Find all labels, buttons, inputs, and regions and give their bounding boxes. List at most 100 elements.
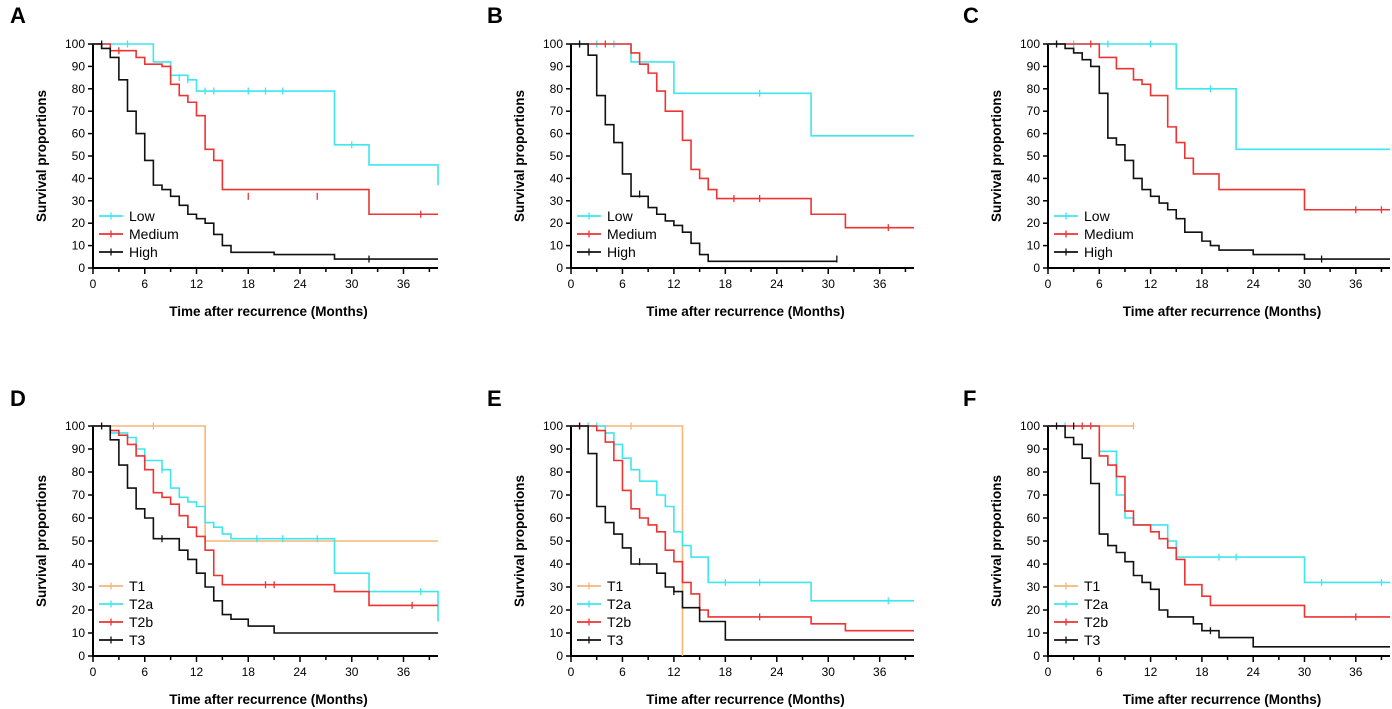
panel-e: E 0 10 20 30 40 50 60 70 80 90 100 0 6 12 18 24 30 36 Time … [487, 386, 914, 707]
y-tick-label: 30 [1027, 580, 1041, 594]
legend-label-low: Low [607, 208, 634, 224]
x-tick-label: 24 [293, 277, 307, 291]
survival-curve-high [571, 43, 837, 263]
x-tick-label: 18 [719, 277, 733, 291]
y-tick-label: 90 [1027, 442, 1041, 456]
survival-curve-t3 [571, 425, 914, 641]
y-tick-label: 10 [72, 239, 86, 253]
y-tick-label: 10 [550, 626, 564, 640]
legend-label-t2a: T2a [129, 596, 153, 612]
y-tick-label: 40 [550, 171, 564, 185]
y-tick-label: 100 [543, 419, 563, 433]
x-tick-label: 0 [1045, 665, 1052, 679]
x-tick-label: 0 [568, 277, 575, 291]
y-tick-label: 70 [1027, 488, 1041, 502]
x-tick-label: 0 [1045, 277, 1052, 291]
y-tick-label: 90 [1027, 59, 1041, 73]
x-tick-label: 6 [1096, 277, 1103, 291]
y-tick-label: 20 [72, 603, 86, 617]
y-tick-label: 40 [72, 557, 86, 571]
y-tick-label: 100 [65, 419, 85, 433]
x-tick-label: 12 [1144, 665, 1158, 679]
x-tick-label: 12 [190, 665, 204, 679]
survival-curve-t1 [93, 425, 438, 542]
y-tick-label: 100 [65, 37, 85, 51]
x-tick-label: 36 [873, 277, 887, 291]
y-tick-label: 30 [1027, 194, 1041, 208]
x-axis-title: Time after recurrence (Months) [646, 304, 845, 319]
x-tick-label: 12 [667, 665, 681, 679]
legend-label-high: High [1084, 244, 1113, 260]
y-tick-label: 70 [550, 104, 564, 118]
x-tick-label: 12 [190, 277, 204, 291]
survival-curve-medium [571, 43, 914, 229]
y-tick-label: 60 [550, 127, 564, 141]
panel-a: A 0 10 20 30 40 50 60 70 80 90 100 0 6 12 18 24 30 36 Time … [10, 3, 439, 319]
panel-letter: D [10, 386, 26, 411]
survival-curve-low [571, 43, 914, 137]
x-tick-label: 30 [822, 277, 836, 291]
y-tick-label: 70 [550, 488, 564, 502]
panel-f: F 0 10 20 30 40 50 60 70 80 90 100 0 6 12 18 24 30 36 Time … [963, 386, 1390, 707]
x-tick-label: 36 [1349, 665, 1363, 679]
x-tick-label: 30 [1298, 665, 1312, 679]
legend-label-t1: T1 [1084, 578, 1101, 594]
y-tick-label: 20 [1027, 216, 1041, 230]
y-tick-label: 50 [72, 149, 86, 163]
y-axis-title: Survival proportions [512, 90, 527, 222]
x-tick-label: 6 [141, 277, 148, 291]
y-tick-label: 20 [1027, 603, 1041, 617]
x-axis-title: Time after recurrence (Months) [169, 692, 368, 707]
y-tick-label: 80 [72, 465, 86, 479]
x-tick-label: 12 [667, 277, 681, 291]
survival-curve-high [1048, 43, 1390, 260]
y-tick-label: 10 [72, 626, 86, 640]
panel-b: B 0 10 20 30 40 50 60 70 80 90 100 0 6 12 18 24 30 36 Time … [487, 3, 914, 319]
survival-curve-medium [93, 43, 438, 216]
panel-letter: A [10, 3, 26, 28]
y-tick-label: 40 [1027, 171, 1041, 185]
x-tick-label: 18 [1195, 277, 1209, 291]
survival-curve-low [93, 43, 439, 186]
y-axis-title: Survival proportions [989, 475, 1004, 607]
x-tick-label: 24 [770, 665, 784, 679]
x-tick-label: 36 [1349, 277, 1363, 291]
y-tick-label: 60 [550, 511, 564, 525]
panel-letter: F [963, 386, 976, 411]
x-tick-label: 18 [242, 277, 256, 291]
y-tick-label: 30 [550, 580, 564, 594]
y-tick-label: 80 [1027, 82, 1041, 96]
x-axis-title: Time after recurrence (Months) [646, 692, 845, 707]
x-tick-label: 30 [345, 277, 359, 291]
x-axis-title: Time after recurrence (Months) [1123, 304, 1322, 319]
y-tick-label: 100 [543, 37, 563, 51]
y-tick-label: 50 [550, 534, 564, 548]
legend-label-t3: T3 [1084, 632, 1101, 648]
x-tick-label: 6 [1096, 665, 1103, 679]
y-tick-label: 40 [72, 171, 86, 185]
x-tick-label: 18 [1195, 665, 1209, 679]
x-axis-title: Time after recurrence (Months) [1123, 692, 1322, 707]
survival-curve-t2b [1048, 425, 1390, 618]
panel-d: D 0 10 20 30 40 50 60 70 80 90 100 0 6 12 18 24 30 36 Time … [10, 386, 439, 707]
y-tick-label: 0 [78, 649, 85, 663]
y-tick-label: 70 [1027, 104, 1041, 118]
y-axis-title: Survival proportions [989, 90, 1004, 222]
y-axis-title: Survival proportions [34, 90, 49, 222]
x-tick-label: 30 [345, 665, 359, 679]
legend-label-t1: T1 [607, 578, 624, 594]
y-tick-label: 0 [1033, 649, 1040, 663]
y-tick-label: 100 [1020, 37, 1040, 51]
x-tick-label: 36 [397, 665, 411, 679]
y-tick-label: 0 [1033, 261, 1040, 275]
survival-curve-t2a [571, 425, 914, 602]
y-tick-label: 90 [72, 442, 86, 456]
x-tick-label: 6 [141, 665, 148, 679]
y-tick-label: 70 [72, 488, 86, 502]
y-axis-title: Survival proportions [34, 475, 49, 607]
y-tick-label: 50 [1027, 149, 1041, 163]
y-tick-label: 10 [550, 239, 564, 253]
y-tick-label: 50 [72, 534, 86, 548]
panel-c: C 0 10 20 30 40 50 60 70 80 90 100 0 6 12 18 24 30 36 Time … [963, 3, 1390, 319]
